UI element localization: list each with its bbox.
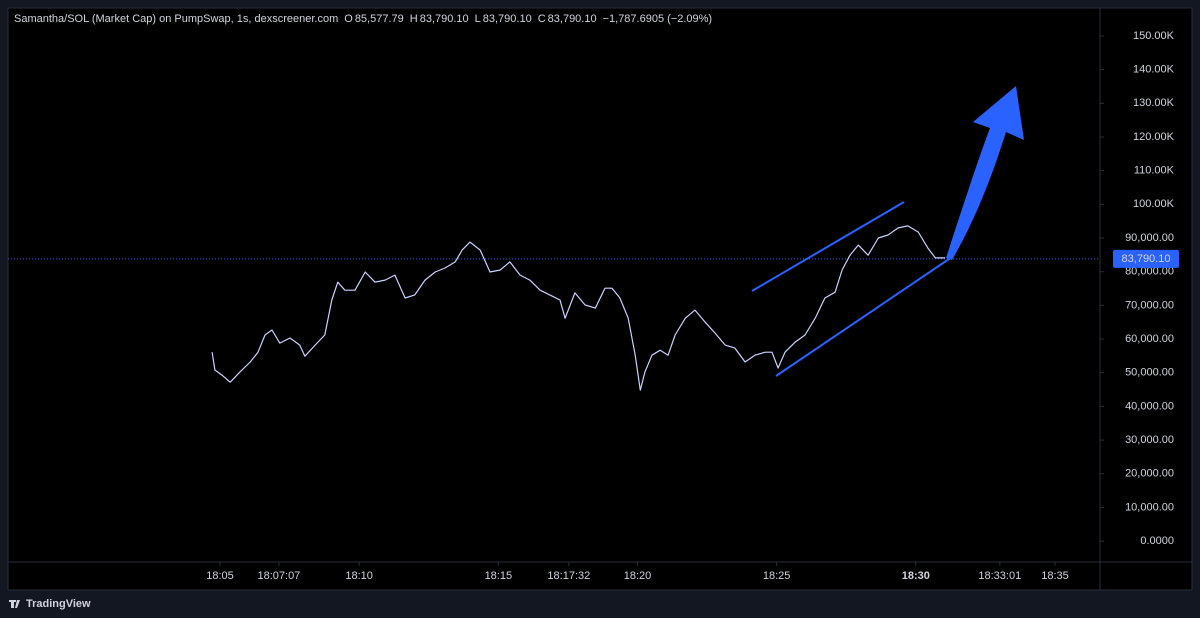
ohlc-label: L [475,13,481,25]
x-tick-label: 18:35 [1041,570,1069,582]
y-tick-label: 30,000.00 [1125,434,1174,446]
y-tick-label: 80,000.00 [1125,266,1174,278]
last-price-label: 83,790.10 [1122,253,1171,265]
title: Samantha/SOL (Market Cap) on PumpSwap, 1… [14,13,338,25]
x-tick-label: 18:25 [763,570,791,582]
price-line [211,225,946,391]
y-tick-label: 0.0000 [1140,535,1174,547]
y-tick-label: 150.00K [1133,30,1175,42]
ohlc-label: O [344,13,353,25]
brand: TradingView [26,598,91,610]
y-tick-label: 50,000.00 [1125,367,1174,379]
y-tick-label: 40,000.00 [1125,400,1174,412]
x-tick-label: 18:20 [624,570,652,582]
x-tick-label: 18:30 [902,570,930,582]
y-tick-label: 140.00K [1133,64,1175,76]
x-tick-label: 18:07:07 [257,570,300,582]
y-tick-label: 20,000.00 [1125,468,1174,480]
y-tick-label: 100.00K [1133,198,1175,210]
change: −1,787.6905 (−2.09%) [603,13,712,25]
x-tick-label: 18:15 [485,570,513,582]
ohlc-value: 83,790.10 [420,13,469,25]
y-tick-label: 90,000.00 [1125,232,1174,244]
channel-line [751,201,905,292]
x-tick-label: 18:05 [206,570,234,582]
ohlc-label: C [538,13,546,25]
ohlc-value: 83,790.10 [483,13,532,25]
y-tick-label: 70,000.00 [1125,299,1174,311]
last-price-tag [1113,249,1179,268]
channel-line [775,256,953,377]
x-tick-label: 18:33:01 [978,570,1021,582]
y-tick-label: 10,000.00 [1125,501,1174,513]
x-tick-label: 18:17:32 [547,570,590,582]
x-tick-label: 18:10 [345,570,373,582]
ohlc-value: 83,790.10 [548,13,597,25]
y-tick-label: 120.00K [1133,131,1175,143]
ohlc-label: H [410,13,418,25]
header: Samantha/SOL (Market Cap) on PumpSwap, 1… [14,13,712,25]
arrow [946,86,1024,260]
y-tick-label: 60,000.00 [1125,333,1174,345]
ohlc-value: 85,577.79 [355,13,404,25]
y-tick-label: 110.00K [1134,165,1175,177]
y-tick-label: 130.00K [1133,97,1175,109]
logo [9,600,20,608]
